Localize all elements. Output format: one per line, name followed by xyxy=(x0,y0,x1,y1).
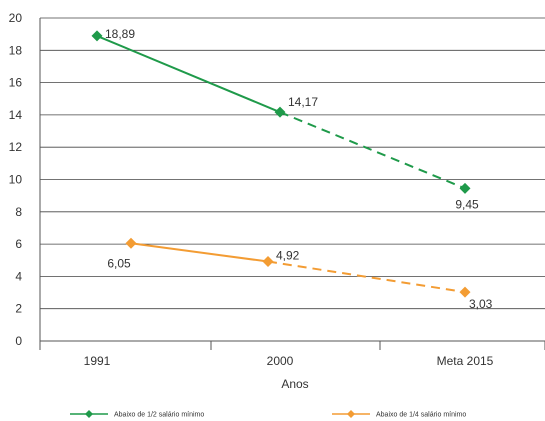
data-point-marker xyxy=(459,182,471,194)
y-tick-label: 0 xyxy=(15,334,22,348)
data-label: 14,17 xyxy=(288,95,318,109)
y-tick-label: 2 xyxy=(15,302,22,316)
x-tick-label: 1991 xyxy=(84,354,111,368)
x-tick-label: 2000 xyxy=(267,354,294,368)
data-point-marker xyxy=(459,286,471,298)
y-tick-label: 6 xyxy=(15,237,22,251)
legend-marker xyxy=(85,410,93,418)
series-layer xyxy=(91,30,471,298)
y-tick-label: 18 xyxy=(9,43,23,57)
data-label: 3,03 xyxy=(469,297,493,311)
data-point-marker xyxy=(262,256,274,268)
data-point-marker xyxy=(91,30,103,42)
series-line-segment xyxy=(267,260,466,294)
y-tick-label: 8 xyxy=(15,205,22,219)
axis-layer: 0 2 4 6 8 10 12 14 16 18 20 1991 2000 Meta 2015 xyxy=(9,11,545,368)
y-tick-label: 10 xyxy=(9,173,23,187)
x-tick-label: Meta 2015 xyxy=(437,354,494,368)
data-label: 4,92 xyxy=(276,249,300,263)
grid-layer xyxy=(40,17,545,342)
legend-label: Abaixo de 1/2 salário mínimo xyxy=(114,412,204,419)
y-tick-label: 14 xyxy=(9,108,23,122)
legend: Abaixo de 1/2 salário mínimo Abaixo de 1/… xyxy=(70,410,466,419)
series-line-segment xyxy=(279,111,466,190)
series-line-segment xyxy=(130,242,269,263)
label-layer: 18,89 14,17 9,45 6,05 4,92 3,03 xyxy=(105,27,493,311)
data-label: 6,05 xyxy=(107,256,131,270)
series-line-segment xyxy=(96,35,281,114)
data-point-marker xyxy=(125,237,137,249)
legend-marker xyxy=(347,410,355,418)
data-point-marker xyxy=(274,106,286,118)
y-tick-label: 12 xyxy=(9,140,23,154)
x-axis-title: Anos xyxy=(281,377,308,391)
y-tick-label: 4 xyxy=(15,269,22,283)
data-label: 18,89 xyxy=(105,27,135,41)
y-tick-label: 20 xyxy=(9,11,23,25)
y-tick-label: 16 xyxy=(9,76,23,90)
data-label: 9,45 xyxy=(455,197,479,211)
legend-label: Abaixo de 1/4 salário mínimo xyxy=(376,412,466,419)
